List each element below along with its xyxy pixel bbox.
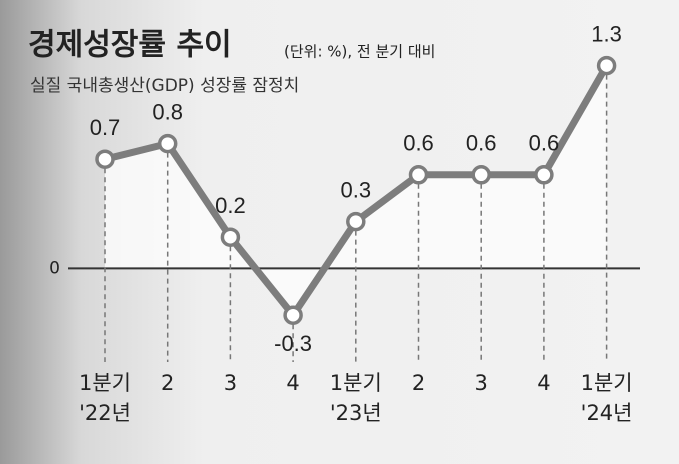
x-tick-label: 4 — [537, 371, 550, 395]
marker — [346, 211, 366, 232]
value-label: 0.2 — [215, 193, 246, 218]
x-tick-label: 2 — [161, 371, 174, 395]
value-label: 0.3 — [341, 177, 372, 202]
x-tick-label: 4 — [286, 371, 299, 395]
value-label: 1.3 — [591, 21, 622, 46]
y-tick-label: 0 — [49, 258, 60, 278]
marker — [471, 165, 491, 185]
chart-subtitle: (단위: %), 전 분기 대비 — [284, 43, 435, 61]
marker — [408, 165, 429, 185]
value-label: 0.8 — [152, 99, 183, 124]
value-label: 0.7 — [90, 115, 121, 140]
marker — [220, 227, 241, 247]
x-tick-label: 3 — [224, 371, 237, 395]
value-label: 0.6 — [466, 131, 497, 156]
x-tick-label: 1분기 — [581, 371, 633, 395]
x-tick-label: 1분기 — [79, 371, 131, 395]
area — [105, 65, 607, 316]
marker — [157, 133, 178, 154]
x-tick-label: 1분기 — [330, 371, 382, 395]
x-tick-label: 2 — [412, 371, 425, 395]
marker — [283, 305, 303, 325]
value-label: -0.3 — [274, 331, 312, 356]
x-tick-label: '22년 — [79, 401, 131, 425]
chart-title: 경제성장률 추이 — [28, 28, 232, 63]
x-tick-label: 3 — [475, 371, 488, 395]
value-label: 0.6 — [403, 131, 434, 156]
marker — [95, 149, 115, 169]
x-tick-label: '24년 — [581, 401, 633, 425]
marker — [596, 55, 617, 76]
marker — [534, 165, 554, 185]
x-tick-label: '23년 — [330, 401, 382, 425]
value-label: 0.6 — [529, 131, 560, 156]
chart-note: 실질 국내총생산(GDP) 성장률 잠정치 — [30, 76, 299, 96]
